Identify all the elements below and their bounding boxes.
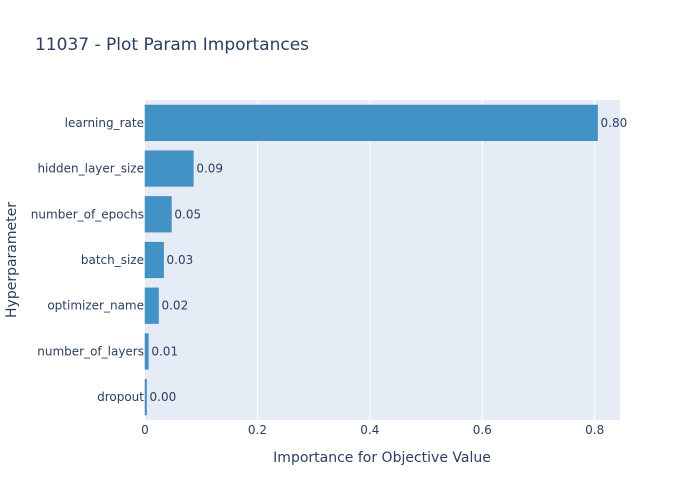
x-tick-label: 0.4 <box>360 423 379 437</box>
x-tick-labels: 0 0.2 0.4 0.6 0.8 <box>141 423 604 437</box>
value-label-learning_rate: 0.80 <box>601 116 628 130</box>
y-tick-label-number_of_layers: number_of_layers <box>37 344 144 358</box>
value-label-number_of_layers: 0.01 <box>151 344 178 358</box>
value-label-number_of_epochs: 0.05 <box>174 207 201 221</box>
value-label-dropout: 0.00 <box>150 390 177 404</box>
bar-dropout <box>144 379 147 416</box>
y-tick-label-batch_size: batch_size <box>81 253 144 267</box>
value-label-optimizer_name: 0.02 <box>161 299 188 313</box>
plot-area <box>145 100 620 420</box>
value-label-hidden_layer_size: 0.09 <box>196 162 223 176</box>
x-tick-label: 0.8 <box>585 423 604 437</box>
y-tick-label-number_of_epochs: number_of_epochs <box>31 207 144 221</box>
value-label-batch_size: 0.03 <box>167 253 194 267</box>
bar-number_of_layers <box>144 333 149 370</box>
y-axis-title: Hyperparameter <box>4 202 20 318</box>
y-tick-labels: learning_rate hidden_layer_size number_of_… <box>31 116 144 404</box>
y-tick-label-learning_rate: learning_rate <box>65 116 144 130</box>
x-tick-label: 0.6 <box>473 423 492 437</box>
y-tick-label-hidden_layer_size: hidden_layer_size <box>37 162 144 176</box>
chart-title: 11037 - Plot Param Importances <box>35 35 309 55</box>
bar-number_of_epochs <box>144 196 172 233</box>
y-tick-label-dropout: dropout <box>97 390 144 404</box>
bar-optimizer_name <box>144 287 159 324</box>
bar-learning_rate <box>144 104 598 141</box>
bars <box>144 104 598 416</box>
x-tick-label: 0 <box>141 423 149 437</box>
bar-hidden_layer_size <box>144 150 194 187</box>
x-tick-label: 0.2 <box>248 423 267 437</box>
y-tick-label-optimizer_name: optimizer_name <box>47 299 144 313</box>
gridlines <box>256 100 596 420</box>
value-labels: 0.80 0.09 0.05 0.03 0.02 0.01 0.00 <box>150 116 628 404</box>
bar-batch_size <box>144 241 164 279</box>
x-axis-title: Importance for Objective Value <box>273 450 491 466</box>
